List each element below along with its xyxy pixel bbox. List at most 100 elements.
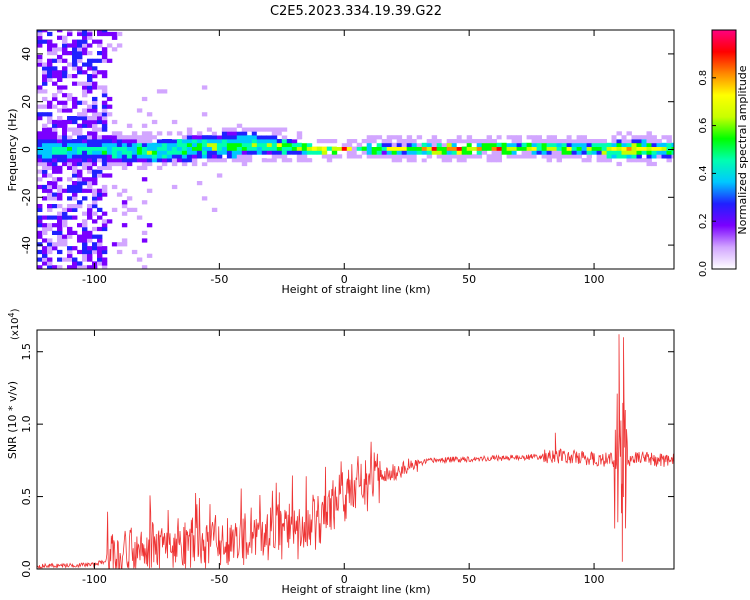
spectrogram-cell (501, 150, 507, 155)
spectrogram-cell (111, 146, 118, 151)
spectrogram-cell (626, 142, 632, 147)
spectrogram-cell (566, 150, 572, 155)
spectrogram-cell (486, 158, 492, 163)
spectrogram-cell (52, 158, 58, 163)
spectrogram-cell (77, 249, 83, 255)
spectrogram-cell (396, 150, 403, 155)
spectrogram-cell (92, 169, 98, 174)
spectrogram-cell (47, 184, 53, 190)
spectrogram-cell (166, 146, 173, 151)
spectrogram-cell (87, 119, 93, 125)
spectrogram-cell (266, 131, 273, 136)
spectrogram-cell (201, 146, 208, 151)
spectrogram-cell (356, 142, 363, 147)
spectrogram-cell (366, 142, 373, 147)
spectrogram-cell (37, 242, 43, 247)
spectrogram-cell (496, 158, 502, 163)
spectrogram-cell (486, 154, 492, 159)
spectrogram-cell (341, 146, 348, 151)
spectrogram-cell (626, 150, 632, 155)
spectrogram-cell (461, 146, 468, 151)
spectrogram-cell (151, 142, 158, 147)
spectrogram-cell (92, 139, 98, 144)
spectrogram-cell (406, 142, 413, 147)
spectrogram-cell (196, 181, 203, 186)
spectrogram-cell (82, 234, 88, 239)
spectrogram-cell (37, 131, 43, 136)
spectrogram-cell (37, 31, 43, 37)
spectrogram-cell (72, 119, 78, 125)
snr-ytick-label: 0.0 (20, 560, 33, 578)
spectrogram-cell (126, 158, 133, 163)
spectrogram-cell (47, 112, 53, 117)
spectrogram-cell (256, 142, 263, 147)
spectrogram-cell (126, 146, 133, 151)
spectrogram-cell (57, 265, 63, 270)
spectrogram-cell (546, 154, 552, 159)
spectrogram-cell (476, 154, 483, 159)
spectrogram-cell (251, 127, 258, 132)
spectrogram-cell (646, 158, 652, 163)
spectrogram-cell (501, 142, 507, 147)
spectrogram-cell (52, 74, 58, 79)
spectrogram-cell (461, 135, 468, 140)
spectrogram-cell (92, 119, 98, 125)
spectrogram-cell (161, 146, 168, 151)
spectrogram-cell (651, 135, 657, 140)
spectrogram-cell (651, 150, 657, 155)
spectrogram-cell (161, 89, 168, 94)
spectrogram-cell (57, 77, 63, 82)
spectrogram-cell (381, 146, 388, 151)
spectrogram-ytick-label: 20 (20, 95, 33, 109)
spectrogram-cell (216, 158, 223, 163)
spectrogram-cell (446, 142, 453, 147)
spectrogram-ytick-label: 40 (20, 47, 33, 61)
spectrogram-cell (87, 257, 93, 262)
spectrogram-cell (146, 135, 153, 140)
spectrogram-cell (301, 158, 308, 163)
spectrogram-cell (47, 135, 53, 140)
spectrogram-cell (82, 158, 88, 163)
spectrogram-cell (671, 154, 675, 159)
spectrogram-cell (37, 35, 43, 40)
spectrogram-cell (42, 142, 48, 147)
spectrogram-cell (57, 204, 63, 209)
spectrogram-cell (42, 249, 48, 255)
spectrogram-cell (77, 135, 83, 140)
spectrogram-cell (47, 188, 53, 193)
spectrogram-cell (176, 146, 183, 151)
spectrogram-cell (651, 154, 657, 159)
spectrogram-cell (47, 173, 53, 178)
colorbar-gradient (711, 29, 737, 270)
spectrogram-cell (366, 139, 373, 144)
spectrogram-cell (37, 142, 43, 147)
spectrogram-cell (42, 112, 48, 117)
spectrogram-cell (416, 139, 423, 144)
spectrogram-cell (101, 139, 108, 144)
spectrogram-cell (226, 139, 233, 144)
spectrogram-cell (52, 196, 58, 201)
spectrogram-cell (47, 116, 53, 121)
spectrogram-cell (67, 265, 73, 270)
spectrogram-xtick-label: -100 (82, 273, 107, 286)
spectrogram-cell (47, 119, 53, 125)
spectrogram-cell (72, 131, 78, 136)
spectrogram-cell (82, 51, 88, 56)
spectrogram-cell (82, 116, 88, 121)
spectrogram-cell (116, 139, 123, 144)
spectrogram-cell (301, 154, 308, 159)
spectrogram-cell (216, 139, 223, 144)
spectrogram-cell (306, 158, 313, 163)
spectrogram-cell (82, 146, 88, 151)
spectrogram-cell (146, 253, 153, 258)
spectrogram-cell (381, 139, 388, 144)
spectrogram-cell (441, 142, 448, 147)
spectrogram-cell (42, 74, 48, 79)
spectrogram-ylabel: Frequency (Hz) (6, 109, 19, 192)
spectrogram-cell (661, 154, 667, 159)
spectrogram-cell (106, 96, 113, 102)
spectrogram-cell (576, 135, 582, 140)
spectrogram-cell (161, 154, 168, 159)
spectrogram-cell (546, 158, 552, 163)
spectrogram-cell (236, 139, 243, 144)
